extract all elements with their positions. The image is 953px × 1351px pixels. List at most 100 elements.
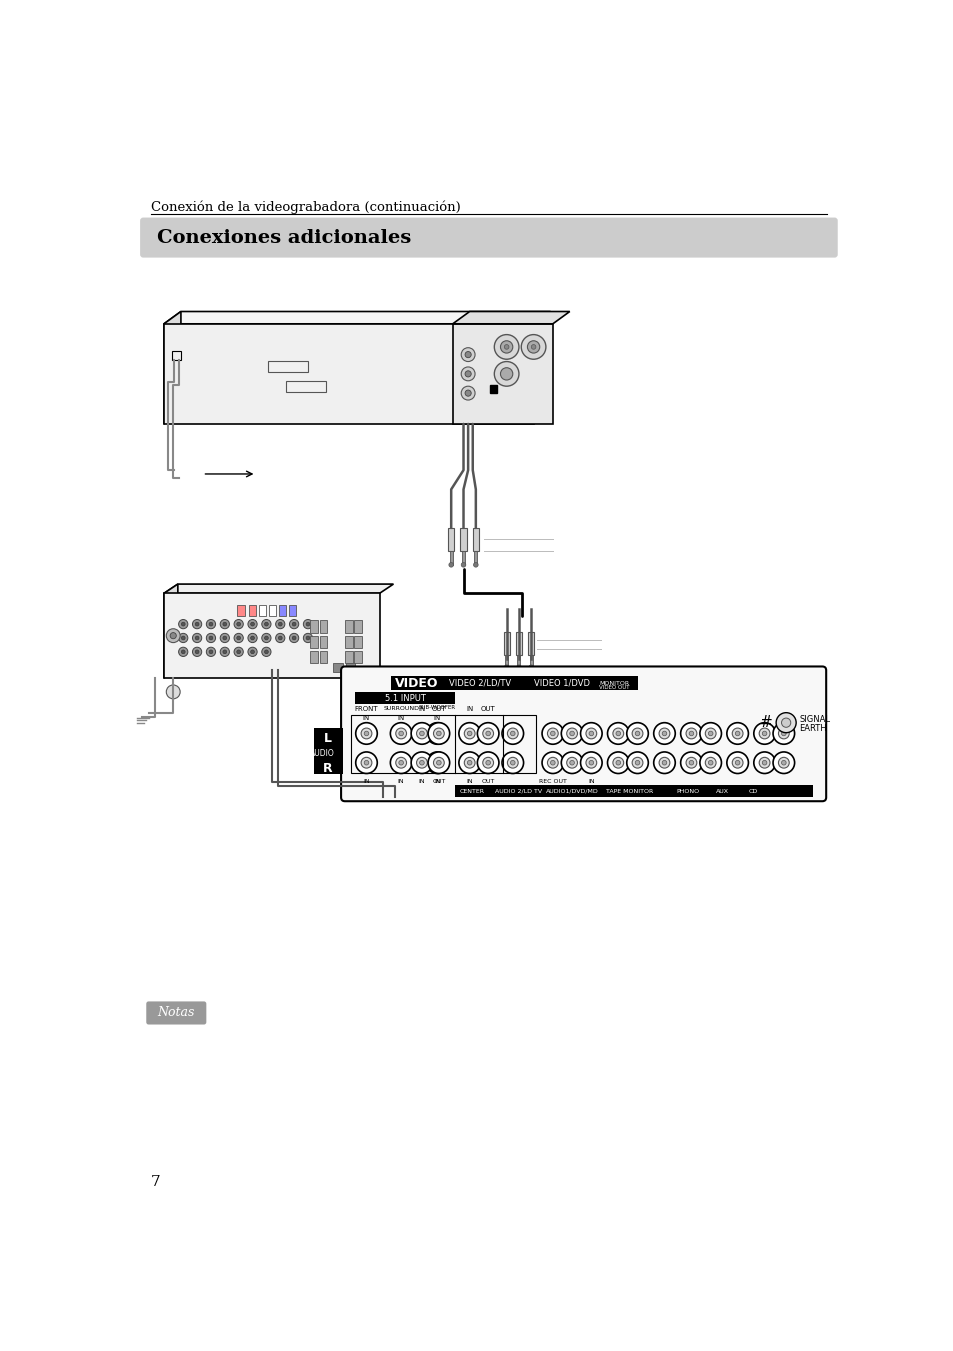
Circle shape	[209, 650, 213, 654]
Bar	[285, 381, 325, 392]
Text: IN: IN	[466, 705, 473, 712]
Circle shape	[206, 620, 215, 628]
Circle shape	[612, 728, 623, 739]
Bar	[319, 636, 327, 648]
Bar	[310, 636, 317, 648]
Circle shape	[659, 728, 669, 739]
FancyBboxPatch shape	[146, 1001, 206, 1024]
Circle shape	[464, 728, 475, 739]
Circle shape	[178, 634, 188, 643]
Circle shape	[435, 731, 439, 736]
Text: Conexión de la videograbadora (continuación): Conexión de la videograbadora (continuac…	[151, 200, 460, 213]
Text: IN: IN	[466, 780, 473, 785]
Circle shape	[458, 723, 480, 744]
Circle shape	[528, 665, 533, 670]
Circle shape	[781, 719, 790, 727]
Circle shape	[541, 753, 563, 774]
Text: IN: IN	[587, 780, 594, 785]
Circle shape	[510, 731, 515, 736]
Circle shape	[527, 340, 539, 353]
Circle shape	[460, 562, 465, 567]
Circle shape	[166, 628, 180, 643]
Circle shape	[732, 728, 742, 739]
Text: TAPE MONITOR: TAPE MONITOR	[605, 789, 653, 793]
Circle shape	[588, 761, 593, 765]
Circle shape	[626, 723, 648, 744]
Circle shape	[435, 761, 439, 765]
Circle shape	[541, 723, 563, 744]
Circle shape	[635, 761, 639, 765]
Circle shape	[209, 636, 213, 640]
Circle shape	[355, 753, 376, 774]
Circle shape	[510, 761, 515, 765]
Text: OUT: OUT	[480, 705, 495, 712]
Circle shape	[632, 758, 642, 769]
Text: FRONT: FRONT	[355, 705, 378, 712]
Bar	[237, 605, 245, 616]
Circle shape	[436, 731, 440, 736]
Bar	[345, 620, 353, 632]
Bar	[529, 655, 533, 667]
Circle shape	[426, 723, 448, 744]
Circle shape	[220, 647, 229, 657]
Text: L: L	[324, 732, 332, 744]
Circle shape	[626, 753, 648, 774]
Circle shape	[607, 723, 628, 744]
Circle shape	[569, 731, 574, 736]
Circle shape	[419, 731, 424, 736]
Circle shape	[482, 728, 493, 739]
Bar	[345, 636, 353, 648]
Text: CD: CD	[747, 789, 757, 793]
Circle shape	[416, 758, 427, 769]
Circle shape	[261, 634, 271, 643]
Text: IN: IN	[397, 780, 404, 785]
Bar	[289, 605, 296, 616]
FancyBboxPatch shape	[140, 218, 837, 258]
Polygon shape	[164, 584, 177, 678]
Circle shape	[685, 728, 696, 739]
Circle shape	[679, 753, 701, 774]
Circle shape	[661, 761, 666, 765]
Circle shape	[166, 685, 180, 698]
Circle shape	[303, 620, 313, 628]
Circle shape	[494, 335, 518, 359]
Circle shape	[653, 723, 675, 744]
Circle shape	[735, 761, 740, 765]
Circle shape	[659, 758, 669, 769]
Circle shape	[772, 723, 794, 744]
Circle shape	[560, 753, 582, 774]
Circle shape	[233, 634, 243, 643]
Text: IN: IN	[417, 705, 425, 712]
Circle shape	[566, 728, 577, 739]
Circle shape	[289, 634, 298, 643]
Circle shape	[759, 728, 769, 739]
Circle shape	[223, 636, 227, 640]
Circle shape	[753, 753, 775, 774]
Circle shape	[778, 728, 788, 739]
Circle shape	[458, 753, 480, 774]
Polygon shape	[164, 584, 393, 593]
Text: REC OUT: REC OUT	[538, 780, 566, 785]
Circle shape	[500, 340, 513, 353]
Circle shape	[395, 728, 406, 739]
Bar	[489, 385, 497, 393]
Circle shape	[566, 758, 577, 769]
Circle shape	[178, 620, 188, 628]
Bar	[461, 551, 464, 565]
Circle shape	[261, 620, 271, 628]
Circle shape	[501, 753, 523, 774]
Circle shape	[467, 731, 472, 736]
Bar	[319, 620, 327, 632]
Bar	[345, 662, 355, 671]
Circle shape	[432, 728, 442, 739]
Circle shape	[428, 723, 449, 744]
Circle shape	[460, 386, 475, 400]
Circle shape	[264, 650, 268, 654]
Circle shape	[653, 753, 675, 774]
Circle shape	[761, 731, 766, 736]
Text: IN: IN	[362, 715, 370, 721]
Text: CENTER: CENTER	[459, 789, 484, 793]
Text: 5.1 INPUT: 5.1 INPUT	[384, 693, 425, 703]
Circle shape	[395, 758, 406, 769]
Circle shape	[248, 620, 257, 628]
